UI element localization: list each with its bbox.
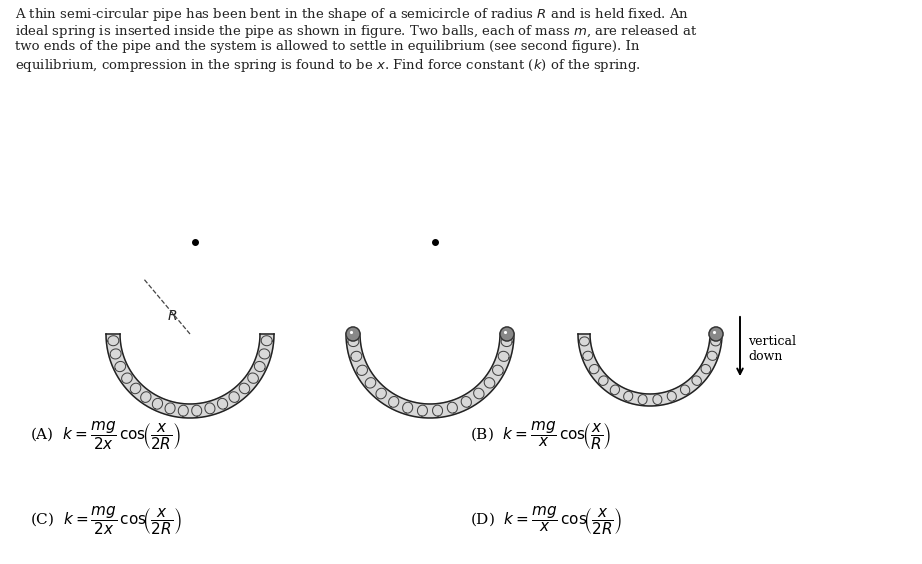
Text: equilibrium, compression in the spring is found to be $x$. Find force constant (: equilibrium, compression in the spring i… <box>15 57 641 74</box>
Text: (B)  $k = \dfrac{mg}{x}\,\mathrm{cos}\!\left(\dfrac{x}{R}\right)$: (B) $k = \dfrac{mg}{x}\,\mathrm{cos}\!\l… <box>470 419 611 452</box>
Text: $R$: $R$ <box>167 309 177 323</box>
Text: A thin semi-circular pipe has been bent in the shape of a semicircle of radius $: A thin semi-circular pipe has been bent … <box>15 6 689 23</box>
Text: (C)  $k = \dfrac{mg}{2x}\,\mathrm{cos}\!\left(\dfrac{x}{2R}\right)$: (C) $k = \dfrac{mg}{2x}\,\mathrm{cos}\!\… <box>30 504 182 537</box>
Polygon shape <box>106 334 274 418</box>
Polygon shape <box>578 334 722 406</box>
Polygon shape <box>346 334 514 418</box>
Circle shape <box>709 327 723 341</box>
Text: (A)  $k = \dfrac{mg}{2x}\,\mathrm{cos}\!\left(\dfrac{x}{2R}\right)$: (A) $k = \dfrac{mg}{2x}\,\mathrm{cos}\!\… <box>30 419 181 452</box>
Circle shape <box>500 327 514 341</box>
Text: ideal spring is inserted inside the pipe as shown in figure. Two balls, each of : ideal spring is inserted inside the pipe… <box>15 23 697 40</box>
Text: two ends of the pipe and the system is allowed to settle in equilibrium (see sec: two ends of the pipe and the system is a… <box>15 40 639 53</box>
Circle shape <box>346 327 360 341</box>
Text: vertical
down: vertical down <box>748 335 796 363</box>
Text: (D)  $k = \dfrac{mg}{x}\,\mathrm{cos}\!\left(\dfrac{x}{2R}\right)$: (D) $k = \dfrac{mg}{x}\,\mathrm{cos}\!\l… <box>470 504 622 537</box>
